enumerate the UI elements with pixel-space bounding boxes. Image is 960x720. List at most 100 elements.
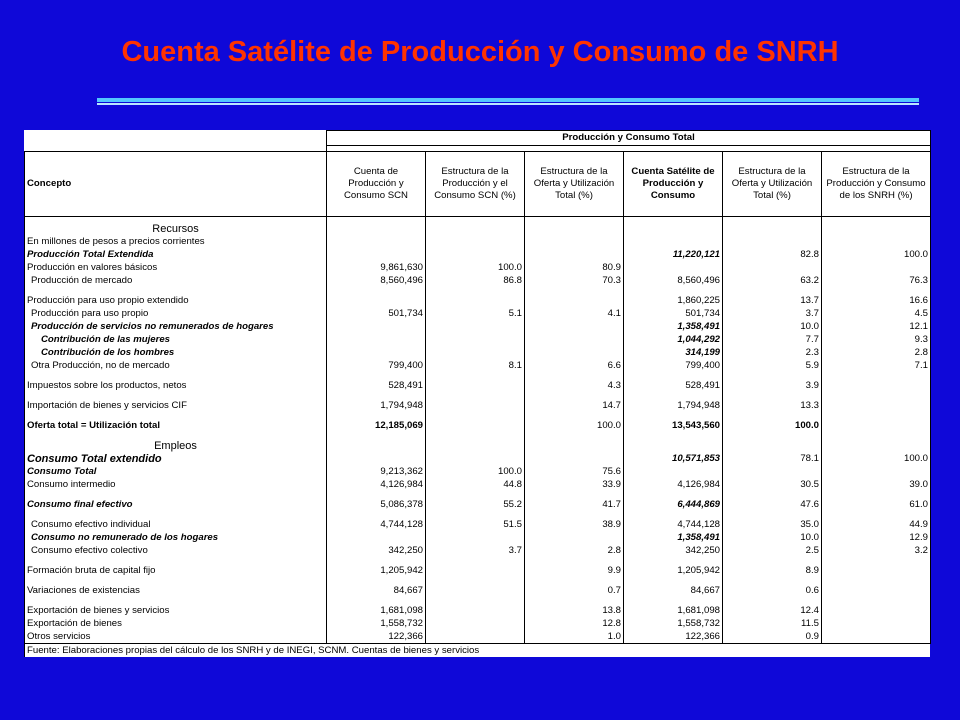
- spacer-row: [24, 392, 932, 399]
- table-row: Producción de servicios no remunerados d…: [24, 320, 932, 333]
- table-cell: 44.9: [821, 518, 932, 531]
- table-row: [24, 432, 932, 439]
- row-label: Consumo efectivo individual: [24, 518, 327, 531]
- table-cell: 1,558,732: [623, 617, 723, 630]
- table-cell: 3.7: [425, 544, 525, 557]
- table-row: Producción para uso propio extendido 1,86…: [24, 294, 932, 307]
- table-cell: 1,205,942: [623, 564, 723, 577]
- table-cell: [425, 452, 525, 465]
- table-cell: 10,571,853: [623, 452, 723, 465]
- table-cell: 5.1: [425, 307, 525, 320]
- table-cell: 122,366: [326, 630, 426, 644]
- column-header-oferta-satelite: Estructura de la Oferta y Utilización To…: [722, 151, 822, 217]
- table-cell: 100.0: [722, 419, 822, 432]
- row-label: Producción para uso propio: [24, 307, 327, 320]
- table-cell: 8.1: [425, 359, 525, 372]
- table-cell: 11.5: [722, 617, 822, 630]
- table-cell: 9,213,362: [326, 465, 426, 478]
- section-label: Recursos: [24, 222, 327, 235]
- row-label: Consumo final efectivo: [24, 498, 327, 511]
- table-cell: 314,199: [623, 346, 723, 359]
- table-cell: 8.9: [722, 564, 822, 577]
- table-row: Consumo final efectivo 5,086,378 55.2 41.7 6…: [24, 498, 932, 511]
- table-cell: 3.7: [722, 307, 822, 320]
- source-row: Fuente: Elaboraciones propias del cálcul…: [23, 643, 931, 657]
- column-header-concepto: Concepto: [24, 151, 327, 217]
- table-cell: 55.2: [425, 498, 525, 511]
- table-cell: [425, 294, 525, 307]
- table-cell: 1,681,098: [326, 604, 426, 617]
- table-cell: [326, 294, 426, 307]
- table-row: Producción de mercado 8,560,496 86.8 70.3 8,…: [24, 274, 932, 287]
- table-cell: 9.3: [821, 333, 932, 346]
- table-cell: [326, 346, 426, 359]
- row-label: Otra Producción, no de mercado: [24, 359, 327, 372]
- table-cell: 2.8: [524, 544, 624, 557]
- row-label: Consumo Total: [24, 465, 327, 478]
- table-row: Producción para uso propio 501,734 5.1 4.1 5…: [24, 307, 932, 320]
- table-row: Exportación de bienes 1,558,732 12.8 1,558,…: [24, 617, 932, 630]
- table-cell: 1,794,948: [326, 399, 426, 412]
- title-underline: [97, 98, 919, 102]
- spacer-row: [24, 577, 932, 584]
- spacer-row: [24, 491, 932, 498]
- table-cell: 9.9: [524, 564, 624, 577]
- table-row: Consumo efectivo colectivo 342,250 3.7 2.8 3…: [24, 544, 932, 557]
- table-cell: 4.5: [821, 307, 932, 320]
- table-row: Importación de bienes y servicios CIF 1,7…: [24, 399, 932, 412]
- table-cell: [524, 333, 624, 346]
- row-label: Producción en valores básicos: [24, 261, 327, 274]
- column-header-estructura-snrh: Estructura de la Producción y Consumo de…: [821, 151, 932, 217]
- table-cell: 12.9: [821, 531, 932, 544]
- table-row: Otros servicios 122,366 1.0 122,366 0.9: [24, 630, 932, 644]
- table-cell: [425, 531, 525, 544]
- table-cell: [425, 346, 525, 359]
- row-label: Formación bruta de capital fijo: [24, 564, 327, 577]
- table-cell: [425, 248, 525, 261]
- table-cell: [722, 465, 822, 478]
- page-title: Cuenta Satélite de Producción y Consumo …: [121, 36, 839, 68]
- table-cell: 5,086,378: [326, 498, 426, 511]
- table-cell: [821, 261, 932, 274]
- table-cell: [326, 320, 426, 333]
- table-cell: [425, 584, 525, 597]
- table-cell: 1,558,732: [326, 617, 426, 630]
- table-cell: 8,560,496: [623, 274, 723, 287]
- table-cell: [425, 379, 525, 392]
- row-label: Contribución de las mujeres: [24, 333, 327, 346]
- row-label: Producción para uso propio extendido: [24, 294, 327, 307]
- table-cell: [425, 333, 525, 346]
- table-row: Variaciones de existencias 84,667 0.7 84,66…: [24, 584, 932, 597]
- section-label: Empleos: [24, 439, 327, 452]
- table-cell: 6.6: [524, 359, 624, 372]
- table-cell: 82.8: [722, 248, 822, 261]
- table-cell: 7.7: [722, 333, 822, 346]
- table-row: Empleos: [24, 439, 932, 452]
- table-cell: 100.0: [425, 261, 525, 274]
- table-cell: 13,543,560: [623, 419, 723, 432]
- table-cell: [623, 261, 723, 274]
- row-label: Producción de mercado: [24, 274, 327, 287]
- table-cell: 1,794,948: [623, 399, 723, 412]
- table-cell: 1,205,942: [326, 564, 426, 577]
- table-cell: 3.9: [722, 379, 822, 392]
- table-row: [24, 216, 932, 222]
- table-row: En millones de pesos a precios corriente…: [24, 235, 932, 248]
- table-cell: [722, 261, 822, 274]
- table-row: Otra Producción, no de mercado 799,400 8.1…: [24, 359, 932, 372]
- table-row: Contribución de los hombres 314,199 2.3 2.8: [24, 346, 932, 359]
- table-cell: 342,250: [326, 544, 426, 557]
- table-cell: 8,560,496: [326, 274, 426, 287]
- table-cell: 4,744,128: [326, 518, 426, 531]
- table-cell: [425, 419, 525, 432]
- table-cell: 35.0: [722, 518, 822, 531]
- table-cell: 501,734: [326, 307, 426, 320]
- table-cell: 501,734: [623, 307, 723, 320]
- table-cell: 3.2: [821, 544, 932, 557]
- table-row: Exportación de bienes y servicios 1,681,0…: [24, 604, 932, 617]
- table-cell: [524, 452, 624, 465]
- column-header-cuenta-satelite: Cuenta Satélite de Producción y Consumo: [623, 151, 723, 217]
- table-cell: [821, 465, 932, 478]
- table-cell: 16.6: [821, 294, 932, 307]
- table-cell: 12.8: [524, 617, 624, 630]
